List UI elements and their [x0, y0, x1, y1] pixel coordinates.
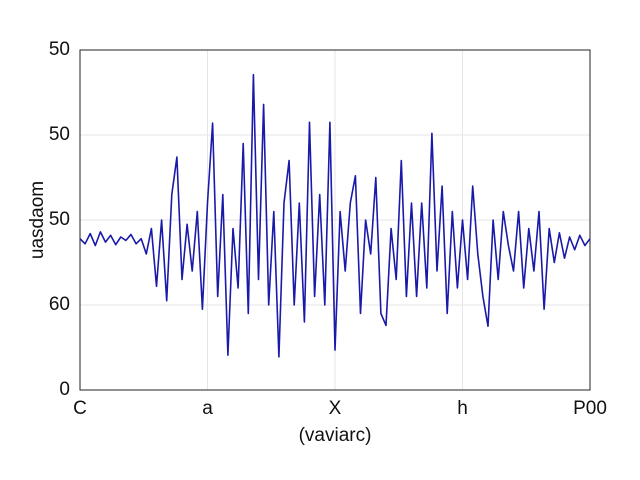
line-series: [79, 73, 591, 358]
y-tick-label: 50: [49, 124, 70, 145]
x-tick-label: h: [457, 398, 468, 419]
y-axis-label: uasdaom: [27, 181, 48, 259]
y-tick-label: 50: [49, 209, 70, 230]
x-tick-label: X: [329, 398, 342, 419]
plot-frame: [79, 49, 591, 391]
y-tick-label: 60: [49, 294, 70, 315]
x-tick-label: P00: [573, 398, 607, 419]
y-tick-label: 0: [59, 379, 70, 400]
x-axis-label: (vaviarc): [299, 425, 372, 446]
y-tick-label: 50: [49, 39, 70, 60]
x-tick-label: a: [202, 398, 213, 419]
x-tick-label: C: [73, 398, 87, 419]
